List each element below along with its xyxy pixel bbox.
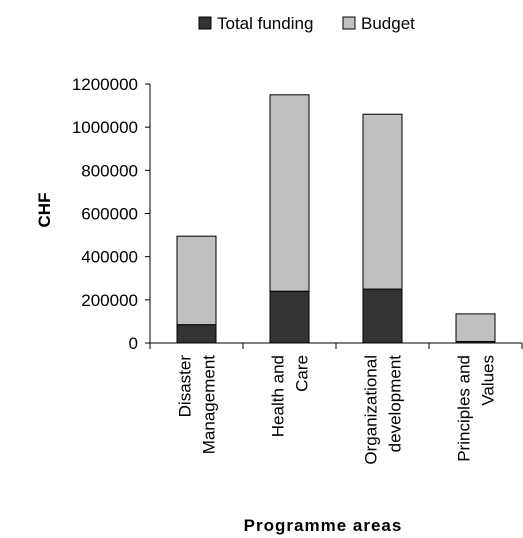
- y-axis: 0 200000 400000 600000 800000 1000000 1200000: [72, 75, 151, 353]
- x-category-label-line: Health and: [269, 355, 288, 437]
- bars: [176, 94, 496, 344]
- x-category-label-line: Principles and: [455, 355, 474, 462]
- bar-segment-budget: [362, 113, 403, 290]
- y-tick-label: 600000: [81, 205, 138, 224]
- bar-segment-total-funding: [176, 324, 217, 344]
- x-category-label-line: development: [386, 355, 405, 453]
- x-category-label-line: Disaster: [176, 355, 195, 418]
- x-category-label: Principles and Values: [455, 355, 498, 462]
- legend-label: Total funding: [217, 14, 313, 33]
- x-category-label-line: Values: [479, 355, 498, 406]
- bar-segment-total-funding: [362, 288, 403, 344]
- x-category-label-line: Organizational: [362, 355, 381, 465]
- legend-swatch: [342, 16, 356, 30]
- y-tick-label: 1200000: [72, 75, 138, 94]
- x-axis-title: Programme areas: [244, 516, 403, 535]
- bar-segment-budget: [176, 235, 217, 326]
- x-category-label-line: Management: [200, 355, 219, 455]
- x-axis: Disaster Management Health and Care Organiza…: [149, 342, 523, 465]
- legend: Total funding Budget: [198, 14, 415, 33]
- legend-swatch: [198, 16, 212, 30]
- x-category-label: Organizational development: [362, 355, 405, 465]
- x-category-label: Health and Care: [269, 355, 312, 437]
- bar-segment-budget: [455, 313, 496, 342]
- bar-segment-total-funding: [269, 290, 310, 344]
- y-tick-label: 200000: [81, 291, 138, 310]
- y-tick-label: 1000000: [72, 118, 138, 137]
- x-category-label: Disaster Management: [176, 355, 219, 455]
- y-tick-label: 400000: [81, 248, 138, 267]
- y-axis-title: CHF: [35, 193, 54, 228]
- y-tick-label: 0: [129, 334, 138, 353]
- legend-label: Budget: [361, 14, 415, 33]
- x-category-label-line: Care: [293, 355, 312, 392]
- bar-segment-budget: [269, 94, 310, 292]
- y-tick-label: 800000: [81, 161, 138, 180]
